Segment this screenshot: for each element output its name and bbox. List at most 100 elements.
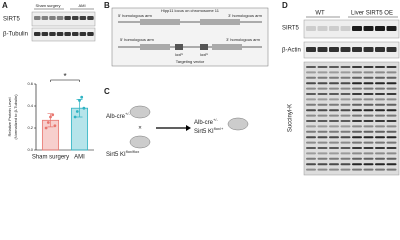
blot-band xyxy=(317,114,328,117)
blot-band xyxy=(352,136,362,139)
blot-band xyxy=(375,157,385,160)
blot-band xyxy=(340,125,351,128)
y-axis-label: (Normalized to β-Tubulin) xyxy=(13,94,18,140)
blot-band xyxy=(87,32,94,36)
blot-band xyxy=(306,141,316,144)
diagram-text: loxP xyxy=(175,52,183,57)
blot-band xyxy=(375,103,385,106)
blot-band xyxy=(340,141,351,144)
blot-band xyxy=(340,147,351,149)
blot-band xyxy=(306,147,316,149)
data-point xyxy=(44,126,48,130)
blot-band xyxy=(317,93,328,95)
element xyxy=(175,44,183,50)
blot-band xyxy=(306,71,316,74)
blot-label: β-Tubulin xyxy=(3,32,28,38)
x-tick-label: Sham surgery xyxy=(32,155,69,161)
blot-band xyxy=(329,130,339,133)
blot-band xyxy=(317,103,328,106)
blot-band xyxy=(386,87,397,90)
blot-band xyxy=(352,103,362,106)
blot-band xyxy=(49,16,56,20)
blot-band xyxy=(363,26,374,31)
genotype-text: Sirt5 KI xyxy=(106,152,126,158)
blot xyxy=(303,61,400,176)
blot-band xyxy=(317,157,328,160)
blot-band xyxy=(317,168,328,171)
blot-band xyxy=(340,47,351,52)
blot-band xyxy=(329,125,339,128)
blot-band xyxy=(363,71,374,74)
figure: A B C D Sham surgery AMI SIRT5 β-Tubulin… xyxy=(2,1,400,176)
blot-band xyxy=(72,32,79,36)
blot-band xyxy=(363,147,374,149)
blot-band xyxy=(375,87,385,90)
blot-band xyxy=(64,32,71,36)
blot-band xyxy=(317,141,328,144)
y-axis-label: Relative Protein Level xyxy=(7,97,12,136)
y-tick-label: 0.4 xyxy=(27,103,33,108)
diagram-box xyxy=(111,7,269,67)
blot-band xyxy=(340,71,351,74)
blot-band xyxy=(386,66,397,68)
blot-band xyxy=(317,76,328,79)
blot-band xyxy=(363,141,374,144)
blot-band xyxy=(386,125,397,128)
blot-band xyxy=(34,32,41,36)
blot-band xyxy=(306,157,316,160)
panel-label: B xyxy=(104,1,110,10)
blot-band xyxy=(363,76,374,79)
blot-band xyxy=(56,16,64,20)
genotype-text: Sirt5 KI xyxy=(194,129,214,135)
genotype-text: Alb-cre xyxy=(106,114,126,120)
blot-band xyxy=(306,93,316,95)
blot-band xyxy=(352,93,362,95)
blot-band xyxy=(306,168,316,171)
blot-band xyxy=(352,114,362,117)
x-tick-label: AMI xyxy=(74,155,85,161)
blot-band xyxy=(87,16,94,20)
blot-band xyxy=(375,141,385,144)
blot-band xyxy=(363,93,374,95)
blot-band xyxy=(340,168,351,171)
blot-band xyxy=(386,157,397,160)
genotype: Sirt5 KIflox/+ xyxy=(194,126,224,135)
blot-band xyxy=(386,98,397,101)
blot-band xyxy=(340,26,351,31)
data-point xyxy=(75,110,79,113)
blot-band xyxy=(329,71,339,74)
data-point xyxy=(80,95,84,99)
mouse xyxy=(129,135,151,149)
blot-band xyxy=(34,16,41,20)
blot-band xyxy=(329,114,339,117)
genotype: Alb-cre+/- xyxy=(106,111,130,120)
blot-band xyxy=(317,47,328,52)
blot-band xyxy=(56,32,64,36)
blot-band xyxy=(386,168,397,171)
blot-band xyxy=(363,103,374,106)
arm xyxy=(200,19,240,25)
blot-band xyxy=(340,93,351,95)
group-label: Liver SIRT5 OE xyxy=(351,11,393,17)
blot-band xyxy=(386,152,397,155)
blot-band xyxy=(329,66,339,68)
blot-band xyxy=(352,76,362,79)
blot xyxy=(303,19,400,39)
diagram-text: 3' homologous arm xyxy=(226,37,261,42)
blot-band xyxy=(340,152,351,155)
blot xyxy=(31,11,96,27)
blot-band xyxy=(329,141,339,144)
blot-band xyxy=(352,71,362,74)
blot-band xyxy=(375,163,385,166)
y-tick-label: 0.2 xyxy=(27,125,33,130)
blot-band xyxy=(363,130,374,133)
blot-band xyxy=(386,163,397,166)
blot-band xyxy=(375,147,385,149)
blot-band xyxy=(352,120,362,122)
blot-band xyxy=(375,114,385,117)
blot-band xyxy=(386,147,397,149)
group-label: Sham surgery xyxy=(36,3,61,8)
blot xyxy=(303,41,400,59)
blot-band xyxy=(375,120,385,122)
y-tick-label: 0.0 xyxy=(27,147,33,152)
